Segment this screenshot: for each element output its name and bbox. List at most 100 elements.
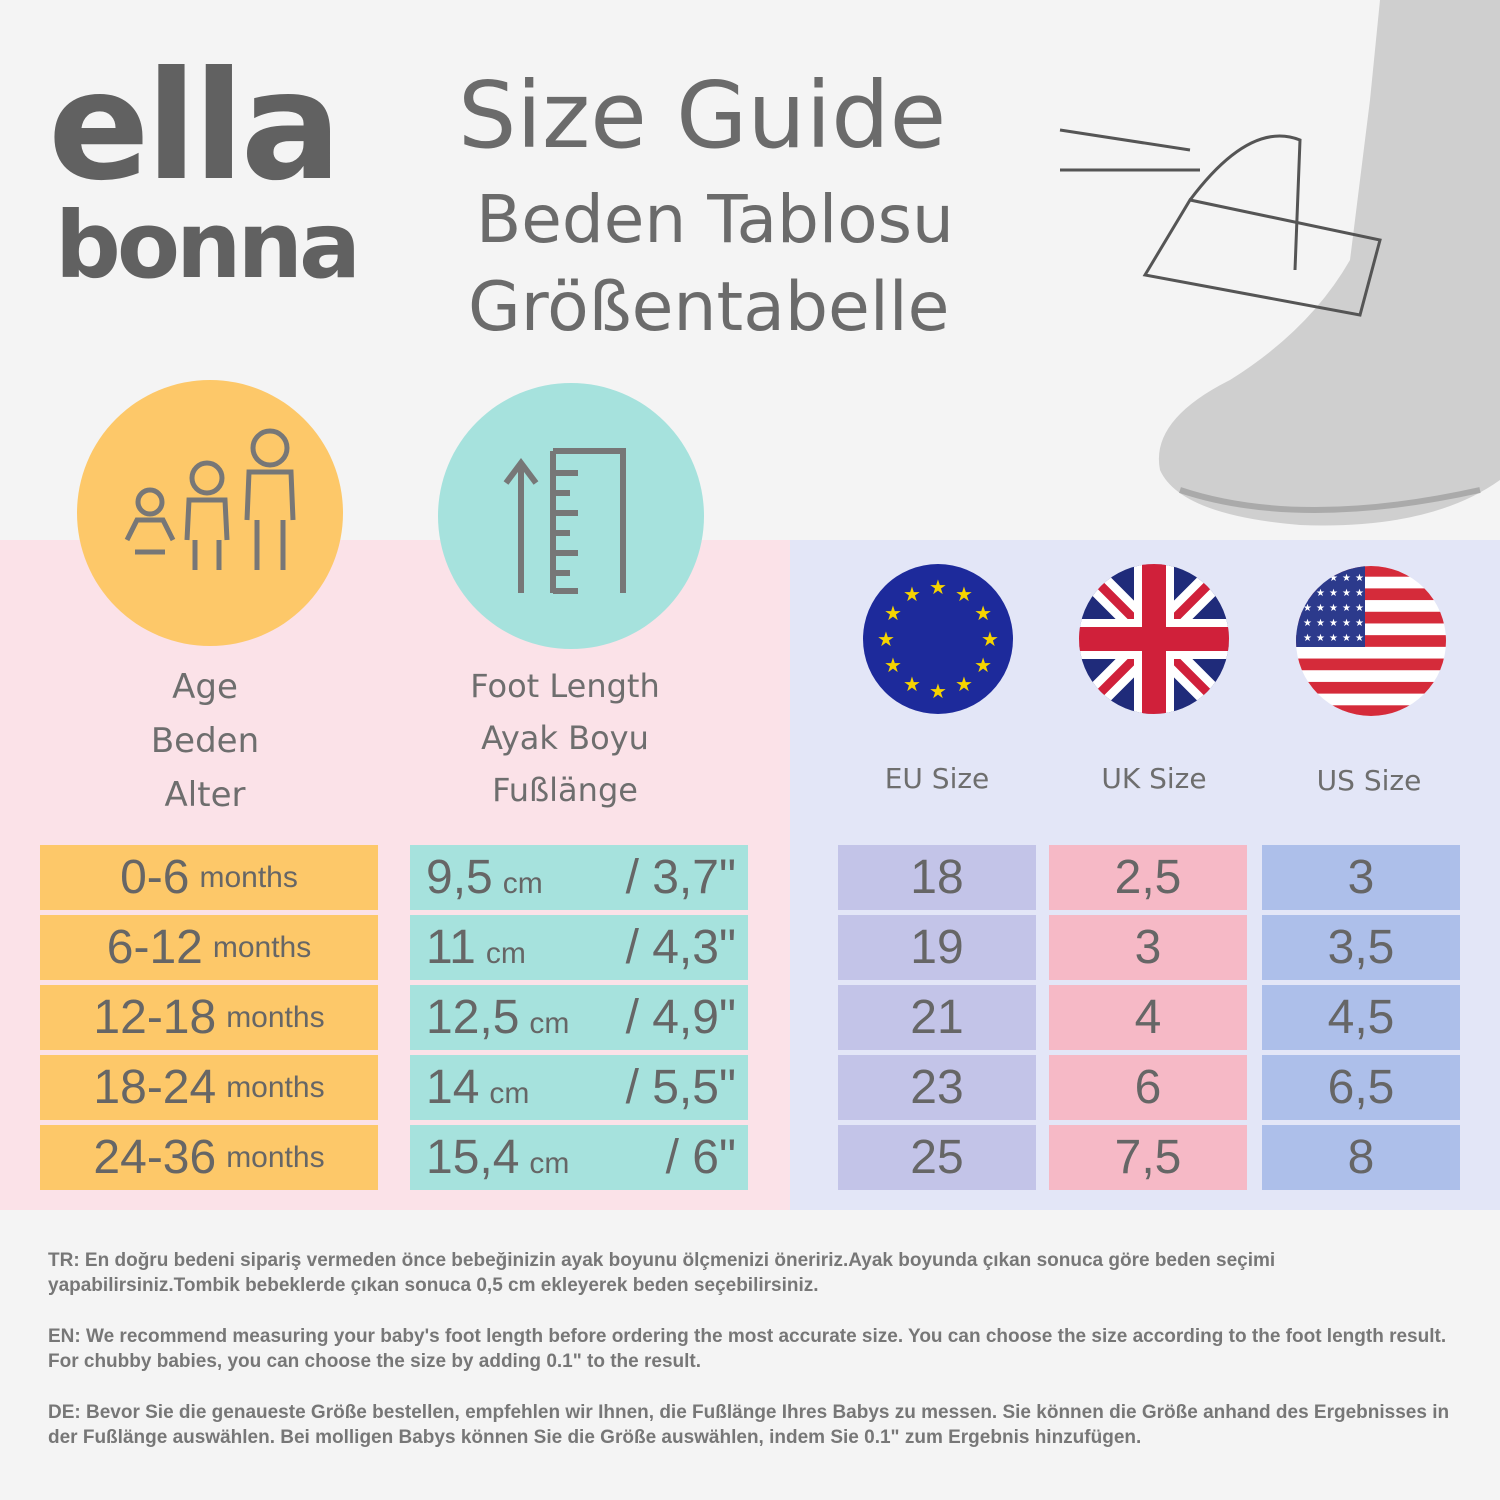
us-stripe (1296, 635, 1446, 647)
eu-star: ★ (981, 627, 999, 651)
us-star: ★ (1303, 633, 1312, 644)
us-star: ★ (1342, 618, 1351, 629)
us-size: 3 (1347, 851, 1375, 904)
us-cell: 3 (1262, 845, 1460, 910)
us-stripe (1296, 588, 1446, 601)
age-header: Age Beden Alter (80, 660, 330, 822)
us-star: ★ (1329, 618, 1338, 629)
foot-cell: 11 cm / 4,3" (410, 915, 748, 980)
uk-cell: 6 (1049, 1055, 1247, 1120)
us-star: ★ (1355, 588, 1364, 599)
foot-cm: 15,4 (426, 1131, 520, 1184)
eu-star: ★ (955, 582, 973, 606)
us-star: ★ (1316, 588, 1325, 599)
us-star: ★ (1303, 588, 1312, 599)
uk-size: 6 (1134, 1061, 1162, 1114)
ruler-icon (503, 448, 626, 594)
eu-header: EU Size (884, 762, 990, 795)
uk-size: 3 (1134, 921, 1162, 974)
eu-size: 19 (910, 921, 964, 974)
foot-cell: 9,5 cm / 3,7" (410, 845, 748, 910)
us-star: ★ (1342, 573, 1351, 584)
age-cell: 24-36 months (40, 1125, 378, 1190)
foot-cm-group: 11 cm (426, 920, 526, 975)
us-cell: 3,5 (1262, 915, 1460, 980)
title-tr: Beden Tablosu (476, 181, 954, 258)
age-circle (77, 380, 343, 646)
foot-cm: 12,5 (426, 991, 520, 1044)
age-header-de: Alter (164, 775, 246, 815)
foot-circle (438, 383, 704, 649)
us-star: ★ (1316, 573, 1325, 584)
us-star: ★ (1303, 573, 1312, 584)
eu-star: ★ (884, 653, 902, 677)
us-star: ★ (1329, 633, 1338, 644)
uk-flag-icon (1079, 564, 1229, 714)
age-range: 6-12 (106, 921, 203, 974)
foot-inch: / 3,7" (625, 851, 736, 904)
us-star: ★ (1329, 603, 1338, 614)
eu-cell: 18 (838, 845, 1036, 910)
eu-size: 25 (910, 1131, 964, 1184)
us-star: ★ (1329, 588, 1338, 599)
age-range: 0-6 (120, 851, 190, 904)
uk-size: 7,5 (1114, 1131, 1182, 1184)
cm-unit: cm (502, 867, 543, 900)
eu-star: ★ (903, 582, 921, 606)
eu-size: 18 (910, 851, 964, 904)
us-star: ★ (1303, 618, 1312, 629)
age-header-en: Age (172, 667, 238, 707)
us-star: ★ (1355, 618, 1364, 629)
eu-star: ★ (877, 627, 895, 651)
age-cell: 18-24 months (40, 1055, 378, 1120)
foot-cm-group: 14 cm (426, 1060, 529, 1115)
age-unit: months (226, 1140, 325, 1174)
us-star: ★ (1316, 633, 1325, 644)
note-de: DE: Bevor Sie die genaueste Größe bestel… (48, 1402, 1450, 1448)
eu-size: 23 (910, 1061, 964, 1114)
us-stripe (1296, 566, 1446, 577)
eu-cell: 21 (838, 985, 1036, 1050)
eu-star: ★ (884, 601, 902, 625)
us-size: 3,5 (1327, 921, 1395, 974)
title-de: Größentabelle (468, 268, 950, 347)
eu-cell: 23 (838, 1055, 1036, 1120)
us-size: 4,5 (1327, 991, 1395, 1044)
logo-bonna: bonna (55, 192, 361, 299)
foot-cell: 15,4 cm / 6" (410, 1125, 748, 1190)
foot-cm: 14 (426, 1061, 480, 1114)
us-star: ★ (1342, 603, 1351, 614)
note-tr: TR: En doğru bedeni sipariş vermeden önc… (48, 1250, 1276, 1296)
uk-header: UK Size (1101, 762, 1207, 795)
foot-header-tr: Ayak Boyu (481, 719, 649, 757)
us-star: ★ (1342, 633, 1351, 644)
us-star: ★ (1329, 573, 1338, 584)
us-size: 8 (1347, 1131, 1375, 1184)
eu-size: 21 (910, 991, 964, 1044)
us-stripe (1296, 681, 1446, 694)
foot-cm-group: 9,5 cm (426, 850, 543, 905)
us-star: ★ (1355, 573, 1364, 584)
age-cell: 0-6 months (40, 845, 378, 910)
foot-inch: / 4,3" (625, 921, 736, 974)
foot-cell: 14 cm / 5,5" (410, 1055, 748, 1120)
us-star: ★ (1355, 633, 1364, 644)
cm-unit: cm (529, 1007, 570, 1040)
age-header-tr: Beden (150, 721, 260, 761)
logo-ella: ella (48, 40, 342, 214)
age-range: 12-18 (93, 991, 217, 1044)
us-star: ★ (1342, 588, 1351, 599)
eu-star: ★ (974, 653, 992, 677)
eu-star: ★ (955, 672, 973, 696)
us-star: ★ (1316, 618, 1325, 629)
eu-star: ★ (929, 679, 947, 703)
cm-unit: cm (485, 937, 526, 970)
uk-size: 2,5 (1114, 851, 1182, 904)
eu-star: ★ (929, 575, 947, 599)
age-range: 18-24 (93, 1061, 217, 1114)
age-range: 24-36 (93, 1131, 217, 1184)
foot-cm-group: 15,4 cm (426, 1130, 569, 1185)
foot-inch: / 4,9" (625, 991, 736, 1044)
uk-cell: 2,5 (1049, 845, 1247, 910)
eu-flag-icon: ★ ★★★★★★★★★★★ (863, 564, 1013, 714)
